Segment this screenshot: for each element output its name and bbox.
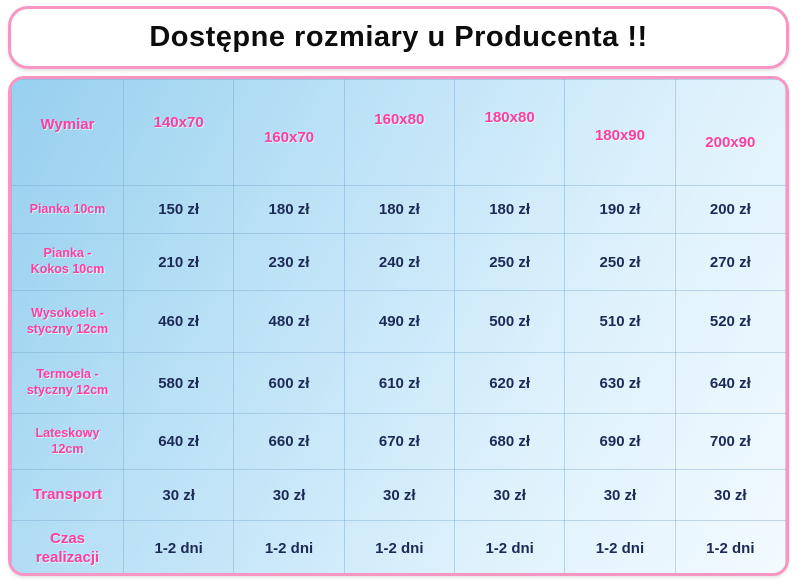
column-header-size: 180x90 [564,79,676,186]
price-cell: 500 zł [453,290,566,353]
table-row: Czas realizacji 1-2 dni 1-2 dni 1-2 dni … [11,520,786,573]
row-label: Transport [11,469,124,521]
table-row: Pianka 10cm 150 zł 180 zł 180 zł 180 zł … [11,185,786,234]
price-cell: 520 zł [674,290,786,353]
price-cell: 1-2 dni [453,520,566,573]
table-row: Termoela - styczny 12cm 580 zł 600 zł 61… [11,352,786,414]
price-cell: 250 zł [453,233,566,291]
table-header-row: Wymiar 140x70 160x70 160x80 180x80 180x9… [11,79,786,186]
table-row: Transport 30 zł 30 zł 30 zł 30 zł 30 zł … [11,469,786,521]
price-cell: 580 zł [122,352,235,414]
price-cell: 1-2 dni [564,520,676,573]
price-cell: 1-2 dni [122,520,235,573]
column-header-size: 140x70 [122,79,235,186]
price-cell: 190 zł [564,185,676,234]
price-cell: 30 zł [564,469,676,521]
price-cell: 180 zł [453,185,566,234]
price-cell: 180 zł [233,185,345,234]
price-cell: 640 zł [674,352,786,414]
price-cell: 180 zł [343,185,455,234]
price-cell: 230 zł [233,233,345,291]
price-cell: 630 zł [564,352,676,414]
column-header-size: 180x80 [453,79,566,186]
price-cell: 460 zł [122,290,235,353]
price-cell: 480 zł [233,290,345,353]
row-label: Pianka - Kokos 10cm [11,233,124,291]
row-label: Pianka 10cm [11,185,124,234]
price-cell: 240 zł [343,233,455,291]
price-cell: 640 zł [122,413,235,470]
column-header-size: 200x90 [674,79,786,186]
price-cell: 30 zł [122,469,235,521]
row-label: Termoela - styczny 12cm [11,352,124,414]
price-cell: 490 zł [343,290,455,353]
page-title: Dostępne rozmiary u Producenta !! [149,21,648,53]
price-cell: 600 zł [233,352,345,414]
table-row: Wysokoela - styczny 12cm 460 zł 480 zł 4… [11,290,786,353]
price-table: Wymiar 140x70 160x70 160x80 180x80 180x9… [11,79,786,573]
price-cell: 210 zł [122,233,235,291]
row-label: Lateskowy 12cm [11,413,124,470]
price-cell: 250 zł [564,233,676,291]
price-cell: 660 zł [233,413,345,470]
column-header-size: 160x70 [233,79,345,186]
price-cell: 610 zł [343,352,455,414]
price-cell: 1-2 dni [674,520,786,573]
price-cell: 30 zł [343,469,455,521]
price-cell: 690 zł [564,413,676,470]
price-table-container: Wymiar 140x70 160x70 160x80 180x80 180x9… [8,76,789,576]
price-cell: 620 zł [453,352,566,414]
price-cell: 510 zł [564,290,676,353]
price-cell: 1-2 dni [233,520,345,573]
table-row: Pianka - Kokos 10cm 210 zł 230 zł 240 zł… [11,233,786,291]
price-cell: 670 zł [343,413,455,470]
price-cell: 30 zł [453,469,566,521]
price-cell: 200 zł [674,185,786,234]
row-label: Wysokoela - styczny 12cm [11,290,124,353]
price-cell: 30 zł [674,469,786,521]
column-header-size: 160x80 [343,79,455,186]
price-cell: 270 zł [674,233,786,291]
table-row: Lateskowy 12cm 640 zł 660 zł 670 zł 680 … [11,413,786,470]
column-header-wymiar: Wymiar [11,79,124,186]
price-cell: 1-2 dni [343,520,455,573]
price-cell: 680 zł [453,413,566,470]
price-cell: 700 zł [674,413,786,470]
title-banner: Dostępne rozmiary u Producenta !! [8,6,789,69]
price-cell: 30 zł [233,469,345,521]
price-cell: 150 zł [122,185,235,234]
row-label: Czas realizacji [11,520,124,573]
